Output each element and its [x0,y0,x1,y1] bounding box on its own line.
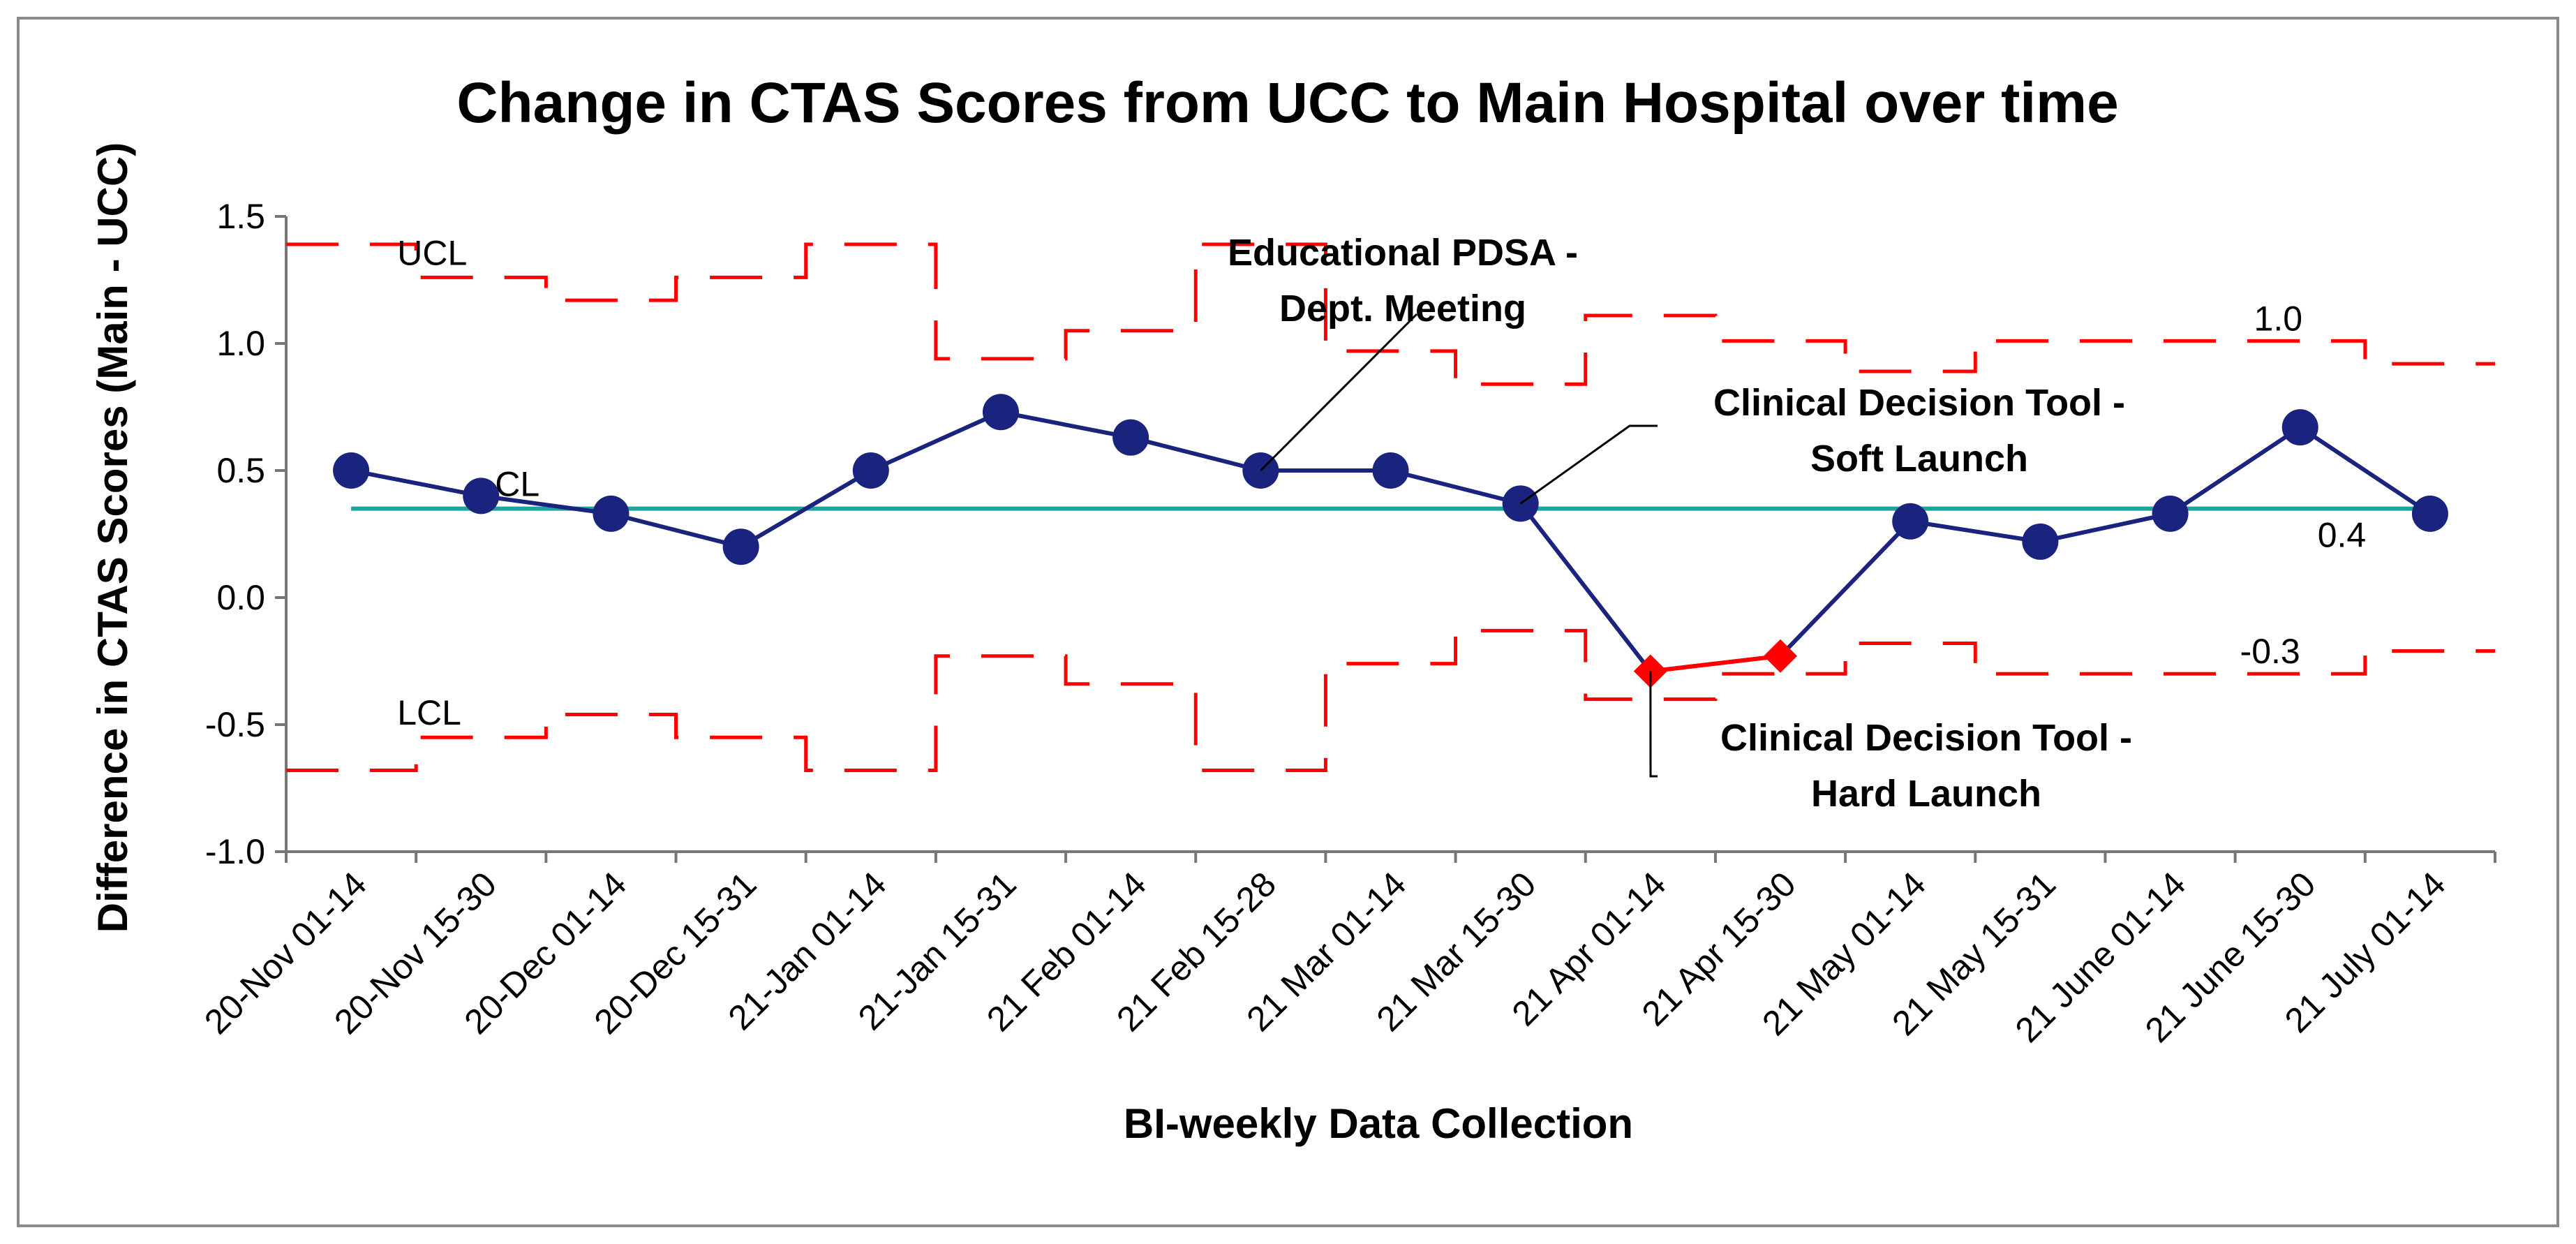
data-point [1892,503,1929,540]
chart-frame [17,17,2559,1227]
ucl-label: UCL [397,233,467,272]
lcl-line [286,628,2495,773]
ucl-line [286,242,2495,386]
annotation-leader [1260,313,1418,472]
data-point [1112,419,1149,456]
data-point [2411,495,2448,532]
data-series-line [350,410,2432,674]
data-point-special [1764,639,1798,673]
y-axis-title: Difference in CTAS Scores (Main - UCC) [89,142,136,933]
annotation-text: Hard Launch [1811,773,2041,815]
y-tick-label: 0.0 [216,578,265,617]
y-tick-label: 0.5 [216,451,265,490]
annotation-text: Educational PDSA - [1228,232,1578,274]
chart-title: Change in CTAS Scores from UCC to Main H… [456,71,2118,135]
data-point [852,452,889,489]
data-point [2281,409,2318,446]
data-point [593,495,630,532]
data-point [1372,452,1409,489]
annotation-leader [1649,671,1658,778]
data-point [2152,495,2189,532]
data-point [722,528,759,565]
y-tick-label: 1.0 [216,324,265,363]
x-axis-title: BI-weekly Data Collection [1124,1100,1633,1147]
annotation-text: Dept. Meeting [1279,288,1526,329]
data-point [333,452,370,489]
cl-label: CL [495,465,539,504]
data-point [982,394,1019,431]
annotation-leader [1519,424,1658,505]
annotation-text: Clinical Decision Tool - [1713,382,2125,424]
lcl-label: LCL [397,693,461,732]
y-tick-label: 1.5 [216,197,265,236]
cl-value-label: 0.4 [2318,516,2367,555]
annotation-text: Clinical Decision Tool - [1720,717,2132,759]
y-tick-label: -1.0 [205,832,265,871]
data-series-special-segment [1650,653,1781,674]
ucl-value-label: 1.0 [2254,299,2303,338]
data-point [2022,523,2059,560]
lcl-value-label: -0.3 [2240,632,2300,671]
data-point [463,477,500,514]
annotation-text: Soft Launch [1810,438,2028,480]
y-tick-label: -0.5 [205,705,265,744]
